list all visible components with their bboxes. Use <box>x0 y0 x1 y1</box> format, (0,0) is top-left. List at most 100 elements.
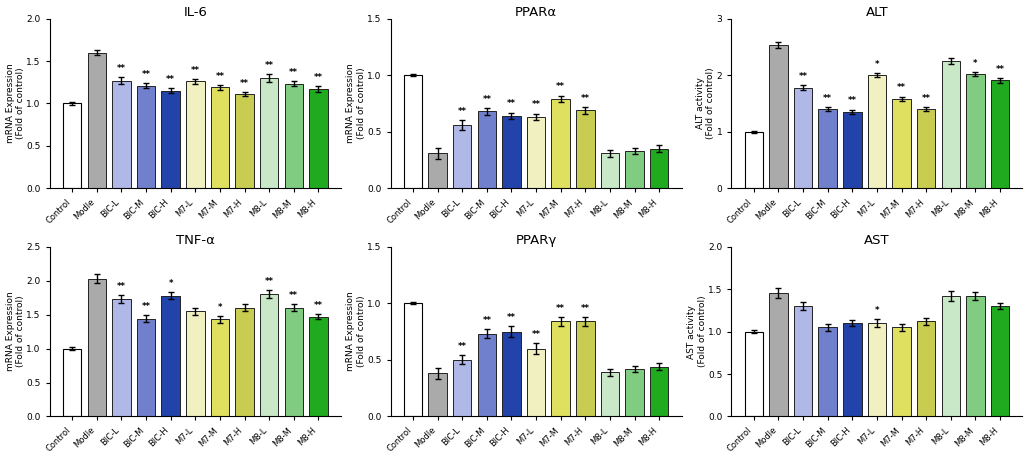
Bar <box>404 303 423 416</box>
Text: **: ** <box>531 330 541 339</box>
Bar <box>503 331 521 416</box>
Bar <box>600 153 619 188</box>
Bar <box>794 306 812 416</box>
Bar <box>744 331 763 416</box>
Text: *: * <box>875 60 879 69</box>
Bar <box>966 296 985 416</box>
Text: **: ** <box>216 72 224 80</box>
Bar <box>843 112 861 188</box>
Y-axis label: mRNA Expression
(Fold of control): mRNA Expression (Fold of control) <box>346 64 366 143</box>
Text: **: ** <box>191 66 199 75</box>
Bar <box>211 319 229 416</box>
Text: **: ** <box>457 107 467 116</box>
Bar <box>650 149 668 188</box>
Text: **: ** <box>289 68 298 77</box>
Bar <box>625 369 644 416</box>
Text: **: ** <box>142 302 150 311</box>
Bar <box>186 81 205 188</box>
Text: *: * <box>974 58 978 67</box>
Text: **: ** <box>507 313 516 322</box>
Bar <box>600 372 619 416</box>
Bar <box>235 308 254 416</box>
Text: **: ** <box>848 96 856 106</box>
Bar <box>137 319 155 416</box>
Bar <box>576 321 594 416</box>
Bar <box>794 88 812 188</box>
Text: **: ** <box>531 101 541 109</box>
Bar <box>211 87 229 188</box>
Bar <box>112 80 131 188</box>
Text: **: ** <box>142 70 150 79</box>
Bar <box>285 84 303 188</box>
Bar <box>527 117 545 188</box>
Bar <box>112 299 131 416</box>
Text: **: ** <box>995 65 1004 74</box>
Bar <box>404 75 423 188</box>
Bar <box>87 279 106 416</box>
Bar <box>309 89 328 188</box>
Text: **: ** <box>240 79 249 88</box>
Y-axis label: ALT activity
(Fold of control): ALT activity (Fold of control) <box>696 67 715 139</box>
Bar <box>892 99 911 188</box>
Bar <box>551 321 570 416</box>
Bar <box>186 311 205 416</box>
Text: **: ** <box>314 73 323 82</box>
Y-axis label: mRNA Expression
(Fold of control): mRNA Expression (Fold of control) <box>5 292 25 371</box>
Bar <box>478 112 497 188</box>
Bar <box>161 91 180 188</box>
Bar <box>650 367 668 416</box>
Bar <box>818 109 837 188</box>
Text: **: ** <box>264 61 273 69</box>
Bar <box>161 296 180 416</box>
Bar <box>942 296 960 416</box>
Text: **: ** <box>556 82 565 91</box>
Bar <box>235 94 254 188</box>
Text: **: ** <box>457 342 467 351</box>
Text: **: ** <box>167 75 175 84</box>
Bar <box>744 132 763 188</box>
Bar <box>917 321 935 416</box>
Bar <box>843 323 861 416</box>
Text: **: ** <box>799 72 808 80</box>
Bar <box>991 306 1009 416</box>
Bar <box>87 52 106 188</box>
Bar <box>868 323 886 416</box>
Text: **: ** <box>117 64 126 73</box>
Text: **: ** <box>314 301 323 310</box>
Text: **: ** <box>922 94 930 103</box>
Bar <box>625 151 644 188</box>
Bar <box>453 360 472 416</box>
Text: *: * <box>875 306 879 314</box>
Bar <box>892 327 911 416</box>
Title: IL-6: IL-6 <box>183 6 208 18</box>
Bar <box>429 153 447 188</box>
Bar <box>868 75 886 188</box>
Bar <box>63 348 81 416</box>
Text: **: ** <box>264 277 273 286</box>
Text: **: ** <box>482 95 491 104</box>
Bar <box>137 86 155 188</box>
Bar <box>769 293 787 416</box>
Bar <box>551 99 570 188</box>
Text: **: ** <box>507 99 516 108</box>
Text: *: * <box>169 279 173 288</box>
Text: **: ** <box>117 282 126 291</box>
Bar <box>429 374 447 416</box>
Bar <box>285 308 303 416</box>
Title: AST: AST <box>865 234 889 246</box>
Text: **: ** <box>897 84 906 92</box>
Bar <box>260 294 279 416</box>
Text: *: * <box>218 302 222 312</box>
Bar <box>966 74 985 188</box>
Bar <box>478 334 497 416</box>
Title: PPARα: PPARα <box>515 6 557 18</box>
Bar <box>527 348 545 416</box>
Title: PPARγ: PPARγ <box>515 234 557 246</box>
Bar <box>63 103 81 188</box>
Y-axis label: mRNA Expression
(Fold of control): mRNA Expression (Fold of control) <box>346 292 366 371</box>
Bar <box>260 78 279 188</box>
Bar <box>503 116 521 188</box>
Bar <box>942 61 960 188</box>
Text: **: ** <box>289 291 298 300</box>
Text: **: ** <box>581 303 590 313</box>
